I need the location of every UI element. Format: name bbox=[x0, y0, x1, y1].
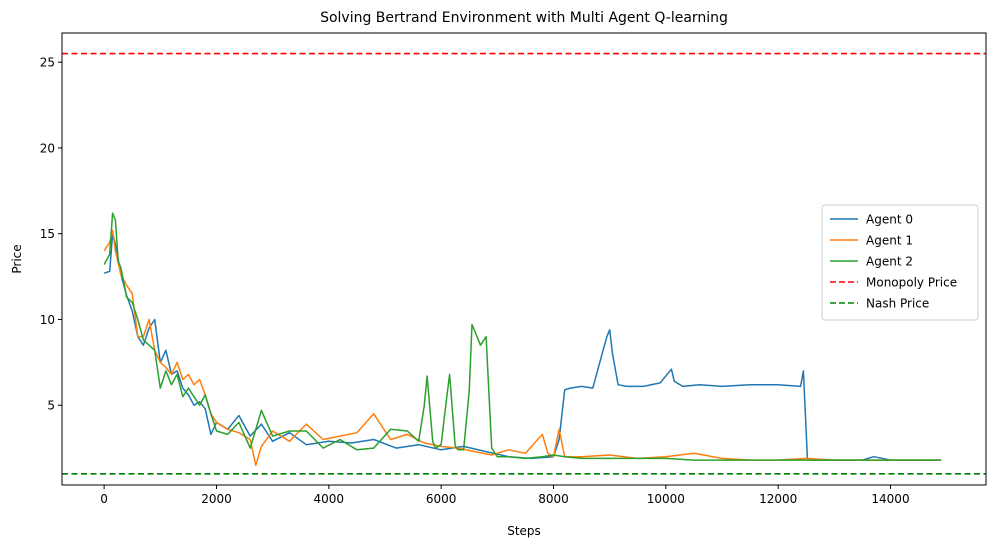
x-axis-label: Steps bbox=[507, 524, 541, 538]
plot-frame bbox=[61, 32, 987, 486]
x-tick-label: 8000 bbox=[538, 492, 569, 506]
agent-2-line bbox=[103, 212, 942, 461]
legend-label-agent-0: Agent 0 bbox=[866, 213, 913, 227]
y-tick-label: 5 bbox=[47, 399, 55, 413]
legend-box bbox=[821, 204, 979, 321]
x-tick-label: 0 bbox=[100, 492, 108, 506]
y-tick-label: 20 bbox=[40, 141, 55, 155]
legend-label-agent-1: Agent 1 bbox=[866, 234, 913, 248]
agent-0-line bbox=[103, 232, 942, 461]
x-tick-label: 6000 bbox=[426, 492, 457, 506]
x-tick-label: 4000 bbox=[314, 492, 345, 506]
x-tick-label: 2000 bbox=[201, 492, 232, 506]
legend: Agent 0 Agent 1 Agent 2 Monopoly Price Nash … bbox=[821, 204, 979, 321]
y-tick-label: 10 bbox=[40, 313, 55, 327]
x-tick-label: 10000 bbox=[647, 492, 685, 506]
y-tick-label: 15 bbox=[40, 227, 55, 241]
x-tick-label: 12000 bbox=[759, 492, 797, 506]
y-axis-label: Price bbox=[10, 244, 24, 273]
y-tick-label: 25 bbox=[40, 56, 55, 70]
series-group bbox=[62, 52, 986, 475]
y-axis: 5 10 15 20 25 bbox=[40, 56, 62, 413]
x-axis: 0 2000 4000 6000 8000 10000 12000 14000 bbox=[100, 485, 910, 506]
chart-title: Solving Bertrand Environment with Multi … bbox=[320, 10, 728, 26]
legend-label-agent-2: Agent 2 bbox=[866, 255, 913, 269]
legend-label-monopoly-price: Monopoly Price bbox=[866, 276, 957, 290]
x-tick-label: 14000 bbox=[871, 492, 909, 506]
legend-label-nash-price: Nash Price bbox=[866, 297, 929, 311]
